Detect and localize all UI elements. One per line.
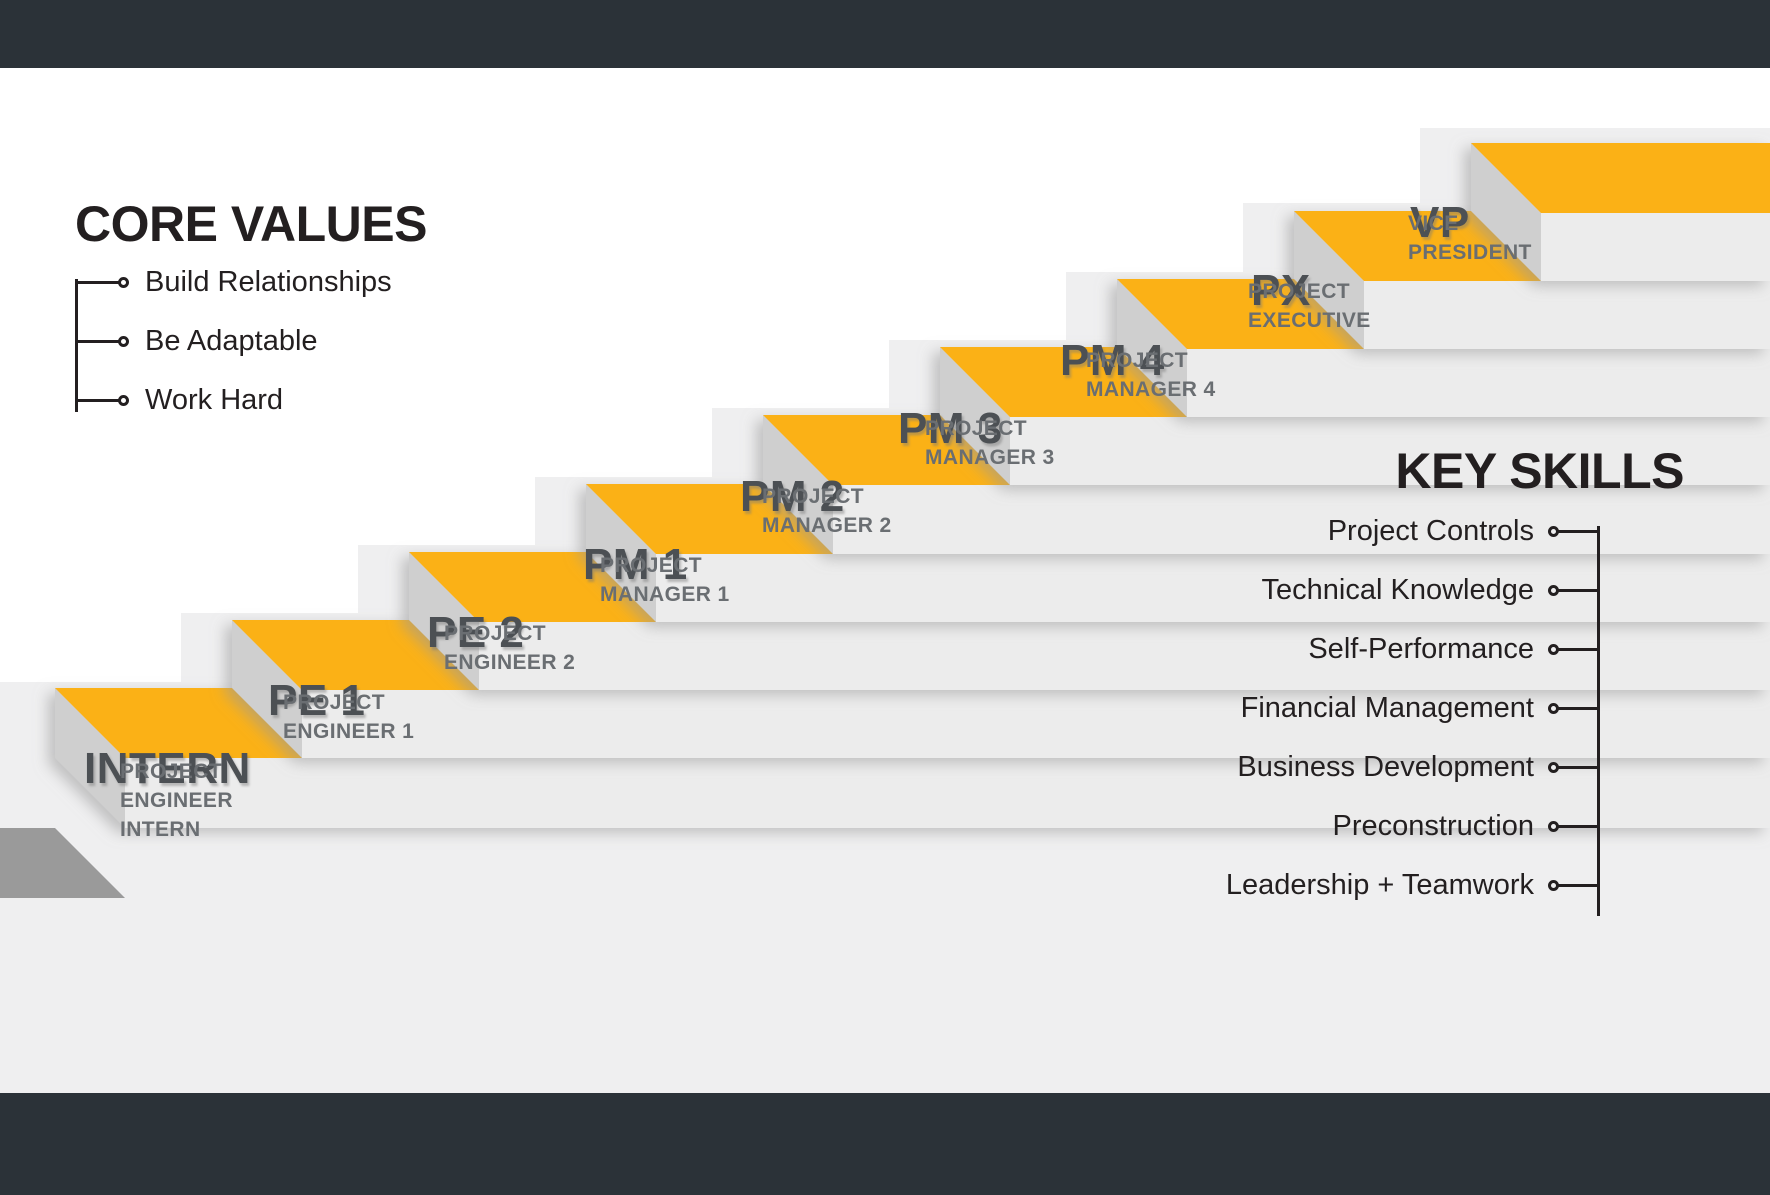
bullet-circle-icon [1548, 761, 1559, 773]
core-values-section: CORE VALUES Build Relationships Be Adapt… [75, 199, 495, 421]
core-value-item-1[interactable]: Build Relationships [75, 266, 392, 298]
core-values-spine [75, 279, 78, 412]
core-value-item-3[interactable]: Work Hard [75, 384, 283, 416]
core-values-title: CORE VALUES [75, 196, 427, 252]
core-value-label: Be Adaptable [145, 324, 318, 357]
bullet-circle-icon [1548, 584, 1559, 596]
key-skill-item-6[interactable]: Preconstruction [1333, 810, 1600, 842]
connector-line [1558, 883, 1600, 887]
connector-line [1558, 529, 1600, 533]
connector-line [1558, 706, 1600, 710]
key-skill-item-2[interactable]: Technical Knowledge [1262, 574, 1600, 606]
step-role-intern: PROJECT ENGINEER INTERN [120, 760, 233, 841]
bullet-circle-icon [1548, 820, 1559, 832]
key-skill-label: Technical Knowledge [1261, 573, 1534, 606]
key-skills-title: KEY SKILLS [1395, 443, 1684, 499]
key-skill-label: Financial Management [1240, 691, 1534, 724]
step-vp[interactable] [1471, 143, 1770, 281]
artboard: INTERN PROJECT ENGINEER INTERN PE 1 PROJ… [0, 68, 1770, 1093]
step-role-vp: VICE PRESIDENT [1408, 212, 1532, 264]
career-staircase [0, 68, 1770, 898]
step-role-pe1: PROJECT ENGINEER 1 [283, 691, 415, 743]
bullet-circle-icon [1548, 643, 1559, 655]
key-skill-item-5[interactable]: Business Development [1237, 751, 1600, 783]
step-code-pm2: PM 2 [740, 472, 845, 521]
bullet-circle-icon [118, 335, 129, 347]
key-skill-label: Project Controls [1327, 514, 1534, 547]
key-skill-item-4[interactable]: Financial Management [1241, 692, 1600, 724]
step-code-vp: VP [1410, 198, 1470, 247]
key-skill-item-1[interactable]: Project Controls [1328, 515, 1600, 547]
core-value-label: Work Hard [145, 383, 284, 416]
step-role-pm2: PROJECT MANAGER 2 [762, 485, 892, 537]
key-skill-item-3[interactable]: Self-Performance [1308, 633, 1600, 665]
negative-space-white [0, 68, 1770, 682]
connector-line [1558, 647, 1600, 651]
step-code-px: PX [1251, 266, 1311, 315]
bullet-circle-icon [118, 276, 129, 288]
step-code-pm4: PM 4 [1060, 336, 1165, 385]
connector-line [1558, 765, 1600, 769]
connector-line [1558, 588, 1600, 592]
step-role-pm4: PROJECT MANAGER 4 [1086, 349, 1216, 401]
core-value-item-2[interactable]: Be Adaptable [75, 325, 318, 357]
key-skills-spine [1597, 526, 1600, 916]
step-role-pe2: PROJECT ENGINEER 2 [444, 622, 576, 674]
connector-line [75, 398, 119, 402]
core-values-list: Build Relationships Be Adaptable Work Ha… [75, 266, 495, 421]
key-skills-list: Project Controls Technical Knowledge Sel… [1090, 515, 1690, 920]
step-code-intern: INTERN [84, 744, 251, 793]
bullet-circle-icon [1548, 525, 1559, 537]
bullet-circle-icon [1548, 702, 1559, 714]
key-skill-label: Business Development [1237, 750, 1534, 783]
step-code-pm1: PM 1 [583, 540, 688, 589]
bullet-circle-icon [1548, 879, 1559, 891]
step-role-pm1: PROJECT MANAGER 1 [600, 554, 730, 606]
bullet-circle-icon [118, 394, 129, 406]
key-skill-label: Preconstruction [1332, 809, 1535, 842]
step-role-pm3: PROJECT MANAGER 3 [925, 417, 1055, 469]
step-code-pe2: PE 2 [427, 608, 525, 657]
key-skills-section: KEY SKILLS Project Controls Technical Kn… [1090, 446, 1690, 920]
top-dark-band [0, 0, 1770, 68]
bottom-dark-band [0, 1093, 1770, 1195]
step-base-wedge [0, 828, 125, 898]
connector-line [75, 280, 119, 284]
connector-line [75, 339, 119, 343]
key-skill-label: Self-Performance [1308, 632, 1534, 665]
connector-line [1558, 824, 1600, 828]
step-code-pe1: PE 1 [268, 676, 366, 725]
step-code-pm3: PM 3 [898, 404, 1003, 453]
key-skill-label: Leadership + Teamwork [1225, 868, 1534, 901]
core-value-label: Build Relationships [145, 265, 392, 298]
key-skill-item-7[interactable]: Leadership + Teamwork [1226, 869, 1600, 901]
step-role-px: PROJECT EXECUTIVE [1248, 280, 1371, 332]
